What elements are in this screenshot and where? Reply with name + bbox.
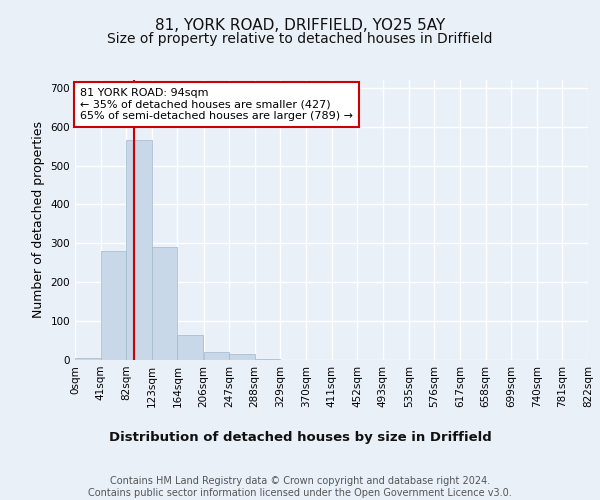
Bar: [152, 247, 178, 360]
Text: Distribution of detached houses by size in Driffield: Distribution of detached houses by size …: [109, 431, 491, 444]
Bar: [101, 251, 126, 360]
Bar: [229, 354, 255, 360]
Bar: [126, 140, 152, 360]
Text: 81, YORK ROAD, DRIFFIELD, YO25 5AY: 81, YORK ROAD, DRIFFIELD, YO25 5AY: [155, 18, 445, 32]
Text: Contains HM Land Registry data © Crown copyright and database right 2024.
Contai: Contains HM Land Registry data © Crown c…: [88, 476, 512, 498]
Bar: [203, 352, 229, 360]
Text: 81 YORK ROAD: 94sqm
← 35% of detached houses are smaller (427)
65% of semi-detac: 81 YORK ROAD: 94sqm ← 35% of detached ho…: [80, 88, 353, 121]
Text: Size of property relative to detached houses in Driffield: Size of property relative to detached ho…: [107, 32, 493, 46]
Bar: [75, 358, 101, 360]
Bar: [178, 334, 203, 360]
Y-axis label: Number of detached properties: Number of detached properties: [32, 122, 45, 318]
Bar: [255, 359, 280, 360]
